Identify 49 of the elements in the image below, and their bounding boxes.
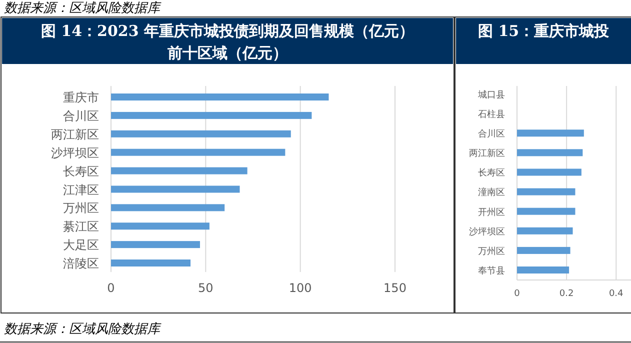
bar [111, 112, 312, 119]
bar [517, 208, 576, 215]
source-note: 数据来源：区域风险数据库 [4, 322, 162, 337]
bar [111, 130, 291, 138]
source-note: 数据来源：区域风险数据库 [4, 1, 162, 16]
bar [111, 204, 225, 212]
y-tick-label: 沙坪坝区 [51, 146, 99, 160]
y-tick-label: 綦江区 [63, 220, 99, 234]
x-tick-label: 150 [384, 281, 406, 295]
y-tick-label: 合川区 [478, 128, 505, 140]
y-tick-label: 奉节县 [478, 265, 505, 276]
y-tick-label: 石柱县 [478, 108, 505, 120]
y-tick-label: 潼南区 [478, 187, 505, 198]
y-tick-label: 合川区 [63, 109, 99, 124]
bar [111, 167, 248, 174]
bar [517, 227, 573, 234]
y-tick-label: 万州区 [63, 201, 99, 216]
y-tick-label: 两江新区 [51, 127, 99, 142]
y-tick-label: 沙坪坝区 [469, 226, 505, 238]
bar [517, 130, 584, 137]
bar [111, 148, 286, 156]
x-tick-label: 100 [288, 281, 312, 295]
bar [517, 246, 570, 254]
x-tick-label: 0 [107, 281, 115, 295]
bar [111, 241, 200, 248]
bar [517, 188, 576, 196]
bar [111, 186, 240, 193]
bar [517, 266, 570, 274]
y-tick-label: 大足区 [63, 238, 99, 252]
chart-title: 图 14：2023 年重庆市城投债到期及回售规模（亿元）前十区域（亿元） [40, 22, 414, 62]
x-tick-label: 0.2 [559, 289, 574, 299]
y-tick-label: 万州区 [478, 246, 505, 257]
y-tick-label: 江津区 [63, 182, 99, 197]
bar [111, 94, 329, 100]
y-tick-label: 涪陵区 [63, 256, 99, 271]
bar [111, 260, 191, 266]
y-tick-label: 两江新区 [469, 148, 505, 160]
y-tick-label: 长寿区 [63, 164, 99, 178]
y-tick-label: 城口县 [477, 89, 505, 100]
y-tick-label: 开州区 [478, 206, 505, 218]
chart-title: 图 15：重庆市城投 [478, 22, 610, 40]
y-tick-label: 长寿区 [478, 168, 505, 179]
bar [111, 222, 210, 230]
bar [517, 168, 582, 176]
bar [517, 149, 583, 156]
x-tick-label: 0 [514, 289, 520, 299]
x-tick-label: 0.4 [608, 289, 624, 299]
x-tick-label: 50 [198, 281, 214, 295]
y-tick-label: 重庆市 [63, 90, 99, 105]
